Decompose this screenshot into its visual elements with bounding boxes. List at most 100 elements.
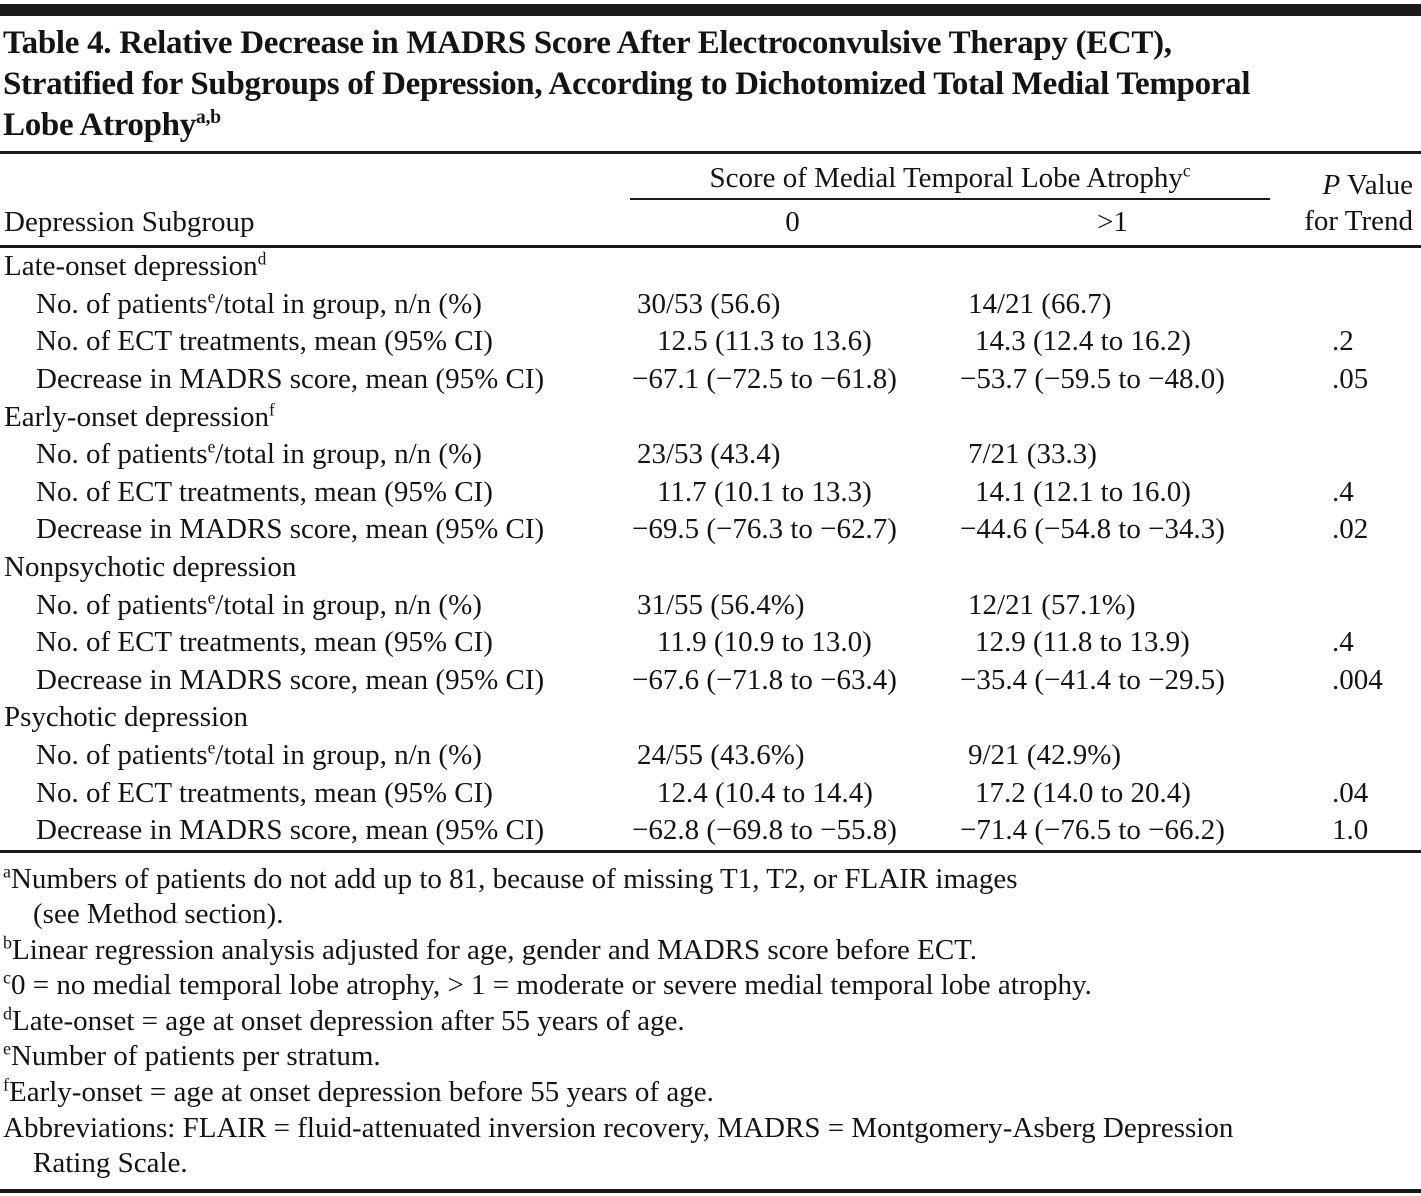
table-row: No. of patientse/total in group, n/n (%)… xyxy=(0,436,1421,474)
p-value-line1: P Value xyxy=(1270,167,1413,203)
data-cell-score0: −67.1 (−72.5 to −61.8) xyxy=(632,363,897,396)
footnote: Abbreviations: FLAIR = fluid-attenuated … xyxy=(3,1111,1421,1182)
data-cell-score1: 7/21 (33.3) xyxy=(968,438,1097,471)
data-cell-score0: 24/55 (43.6%) xyxy=(637,739,805,772)
table-row: No. of ECT treatments, mean (95% CI) 12.4… xyxy=(0,774,1421,812)
row-label-cell: No. of patientse/total in group, n/n (%) xyxy=(36,586,482,621)
data-cell-pvalue xyxy=(1270,286,1421,324)
title-line: Lobe Atrophya,b xyxy=(3,106,221,143)
table-row: Decrease in MADRS score, mean (95% CI) −6… xyxy=(0,812,1421,851)
row-label-cell: No. of ECT treatments, mean (95% CI) xyxy=(36,776,493,809)
footnote-mark: e xyxy=(207,737,216,758)
p-value-header: P Value for Trend xyxy=(1270,154,1421,248)
footnote-mark: e xyxy=(207,436,216,457)
table-row: No. of patientse/total in group, n/n (%)… xyxy=(0,586,1421,624)
footnote: bLinear regression analysis adjusted for… xyxy=(3,933,1421,969)
row-label-cell: No. of patientse/total in group, n/n (%) xyxy=(36,737,482,772)
data-cell-pvalue xyxy=(1270,436,1421,474)
footnotes: aNumbers of patients do not add up to 81… xyxy=(0,862,1421,1182)
footnote-mark: a xyxy=(3,860,11,881)
footnote-line: fEarly-onset = age at onset depression b… xyxy=(3,1074,714,1109)
data-cell-pvalue: 1.0 xyxy=(1332,814,1369,847)
footnote-line: eNumber of patients per stratum. xyxy=(3,1038,381,1073)
footnote: eNumber of patients per stratum. xyxy=(3,1039,1421,1075)
p-symbol: P xyxy=(1322,169,1341,201)
data-cell-score0: −69.5 (−76.3 to −62.7) xyxy=(632,513,897,546)
data-cell-score1: −44.6 (−54.8 to −34.3) xyxy=(960,513,1225,546)
footnote-continuation: (see Method section). xyxy=(33,898,284,931)
column-header-score0: 0 xyxy=(630,199,955,248)
footnote: aNumbers of patients do not add up to 81… xyxy=(3,862,1421,933)
data-cell-score1: −53.7 (−59.5 to −48.0) xyxy=(960,363,1225,396)
results-table: Depression Subgroup Score of Medial Temp… xyxy=(0,154,1421,853)
data-cell-score1: 17.2 (14.0 to 20.4) xyxy=(975,776,1191,809)
group-label-cell: Psychotic depression xyxy=(4,701,249,734)
footnote-line: dLate-onset = age at onset depression af… xyxy=(3,1003,685,1037)
group-header-row: Late-onset depressiond xyxy=(0,247,1421,286)
data-cell-score0: 11.7 (10.1 to 13.3) xyxy=(657,475,872,508)
footnote: dLate-onset = age at onset depression af… xyxy=(3,1004,1421,1040)
group-header-row: Early-onset depressionf xyxy=(0,398,1421,436)
footnote-line: c0 = no medial temporal lobe atrophy, > … xyxy=(3,967,1092,1002)
group-label-cell: Late-onset depressiond xyxy=(4,248,267,283)
data-cell-score1: −35.4 (−41.4 to −29.5) xyxy=(960,663,1225,696)
row-label-cell: Decrease in MADRS score, mean (95% CI) xyxy=(36,513,545,546)
footnote-mark: e xyxy=(207,286,216,307)
data-cell-score0: −67.6 (−71.8 to −63.4) xyxy=(632,663,897,696)
footnote-mark: f xyxy=(3,1074,9,1095)
group-label-cell: Early-onset depressionf xyxy=(4,399,275,433)
row-label-cell: No. of patientse/total in group, n/n (%) xyxy=(36,436,482,471)
data-cell-score1: 12.9 (11.8 to 13.9) xyxy=(975,626,1190,659)
footnote-continuation: Rating Scale. xyxy=(33,1147,188,1180)
spanner-footnote-mark: c xyxy=(1182,160,1191,181)
footnote-mark: e xyxy=(3,1038,11,1059)
footnote-mark: f xyxy=(268,399,275,420)
group-header-row: Psychotic depression xyxy=(0,699,1421,737)
data-cell-score0: 12.5 (11.3 to 13.6) xyxy=(657,325,872,358)
table-body: Late-onset depressiond No. of patientse/t… xyxy=(0,247,1421,852)
data-cell-pvalue: .2 xyxy=(1332,325,1354,358)
data-cell-score1: 14/21 (66.7) xyxy=(968,287,1112,320)
footnote-mark: d xyxy=(3,1003,12,1024)
title-line: Table 4. Relative Decrease in MADRS Scor… xyxy=(3,25,1172,61)
spanner-header: Score of Medial Temporal Lobe Atrophyc xyxy=(630,154,1271,200)
data-cell-score0: 30/53 (56.6) xyxy=(637,287,781,320)
footnote-mark: d xyxy=(257,248,267,269)
footnote-line: aNumbers of patients do not add up to 81… xyxy=(3,860,1018,895)
title-line: Stratified for Subgroups of Depression, … xyxy=(3,66,1251,102)
data-cell-score1: −71.4 (−76.5 to −66.2) xyxy=(960,814,1225,847)
table-row: Decrease in MADRS score, mean (95% CI) −6… xyxy=(0,511,1421,549)
group-header-row: Nonpsychotic depression xyxy=(0,549,1421,587)
data-cell-score1: 14.3 (12.4 to 16.2) xyxy=(975,325,1191,358)
table-row: No. of patientse/total in group, n/n (%)… xyxy=(0,286,1421,324)
footnote-mark: e xyxy=(207,586,216,607)
data-cell-score1: 9/21 (42.9%) xyxy=(968,739,1122,772)
table-row: Decrease in MADRS score, mean (95% CI) −6… xyxy=(0,361,1421,399)
data-cell-score0: 31/55 (56.4%) xyxy=(637,588,805,621)
footnote-line: Abbreviations: FLAIR = fluid-attenuated … xyxy=(3,1111,1234,1144)
p-value-word: Value xyxy=(1340,169,1414,201)
spanner-label: Score of Medial Temporal Lobe Atrophy xyxy=(709,162,1183,194)
table-row: No. of ECT treatments, mean (95% CI) 12.5… xyxy=(0,323,1421,361)
footnote: fEarly-onset = age at onset depression b… xyxy=(3,1075,1421,1111)
stub-header: Depression Subgroup xyxy=(0,154,630,248)
subcolumn-row: 0 >1 xyxy=(0,199,1421,248)
p-value-line2: for Trend xyxy=(1304,205,1414,237)
data-cell-score1: 12/21 (57.1%) xyxy=(968,588,1136,621)
data-cell-score0: 23/53 (43.4) xyxy=(637,438,781,471)
data-cell-score1: 14.1 (12.1 to 16.0) xyxy=(975,475,1191,508)
data-cell-pvalue: .02 xyxy=(1332,513,1369,546)
column-header-score1: >1 xyxy=(955,199,1271,248)
data-cell-score0: −62.8 (−69.8 to −55.8) xyxy=(632,814,897,847)
row-label-cell: No. of patientse/total in group, n/n (%) xyxy=(36,286,482,320)
table-row: No. of ECT treatments, mean (95% CI) 11.7… xyxy=(0,474,1421,512)
row-label-cell: No. of ECT treatments, mean (95% CI) xyxy=(36,325,493,358)
row-label-cell: No. of ECT treatments, mean (95% CI) xyxy=(36,626,493,659)
row-label-cell: Decrease in MADRS score, mean (95% CI) xyxy=(36,663,545,696)
data-cell-pvalue xyxy=(1270,737,1421,775)
top-rule xyxy=(0,4,1421,16)
data-cell-pvalue: .05 xyxy=(1332,363,1369,396)
data-cell-pvalue: .04 xyxy=(1332,776,1369,809)
table-row: No. of patientse/total in group, n/n (%)… xyxy=(0,737,1421,775)
group-label-cell: Nonpsychotic depression xyxy=(4,551,297,584)
